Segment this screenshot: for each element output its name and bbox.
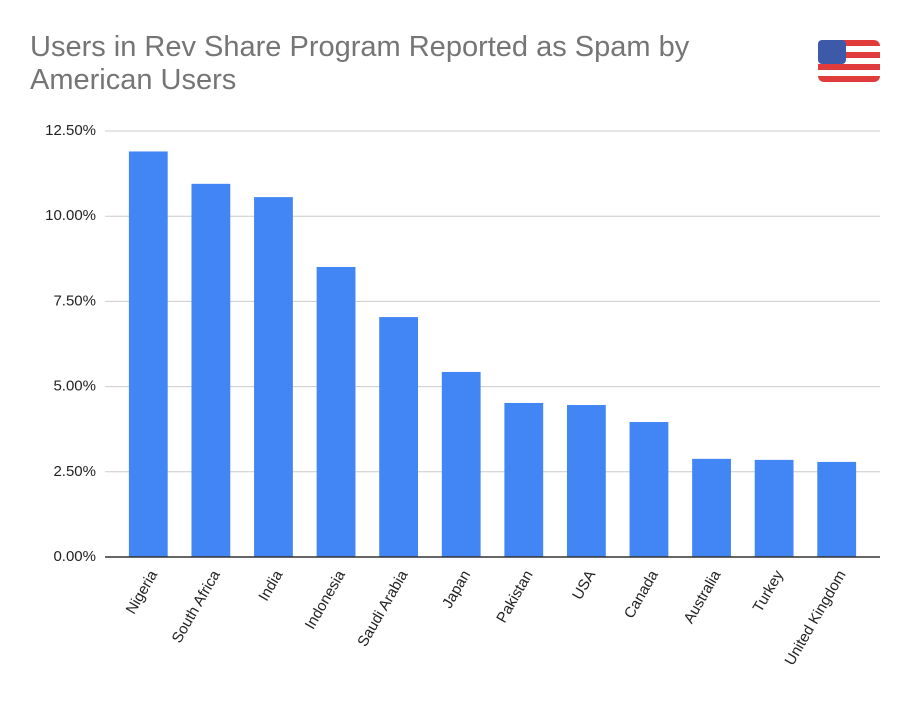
bar: [316, 266, 356, 557]
y-tick-label: 0.00%: [53, 548, 96, 565]
bar: [629, 422, 669, 557]
x-tick-label: South Africa: [169, 567, 224, 646]
bar: [191, 183, 231, 557]
x-tick-label: United Kingdom: [782, 567, 850, 668]
bar: [379, 317, 419, 557]
bar: [566, 405, 606, 557]
bar: [754, 459, 794, 557]
x-tick-label: Japan: [439, 567, 474, 611]
flag-icon: [818, 40, 880, 82]
y-tick-label: 2.50%: [53, 463, 96, 480]
y-tick-label: 7.50%: [53, 292, 96, 309]
y-tick-label: 10.00%: [45, 207, 96, 224]
bar: [504, 402, 544, 557]
bar: [254, 197, 293, 557]
bar: [441, 371, 481, 557]
x-tick-label: Australia: [681, 567, 725, 627]
x-tick-label: Turkey: [750, 567, 788, 615]
x-tick-label: Indonesia: [302, 567, 350, 632]
x-tick-label: Saudi Arabia: [354, 567, 412, 650]
bar: [128, 151, 168, 557]
x-tick-label: Nigeria: [123, 567, 162, 617]
chart-title: Users in Rev Share Program Reported as S…: [30, 31, 690, 96]
x-tick-label: Pakistan: [493, 567, 536, 625]
y-tick-label: 5.00%: [53, 378, 96, 395]
x-tick-label: Canada: [621, 567, 662, 622]
x-tick-label: India: [255, 567, 286, 604]
y-tick-label: 12.50%: [45, 122, 96, 139]
x-tick-label: USA: [569, 567, 599, 602]
bar: [817, 461, 857, 557]
bar: [692, 458, 731, 557]
